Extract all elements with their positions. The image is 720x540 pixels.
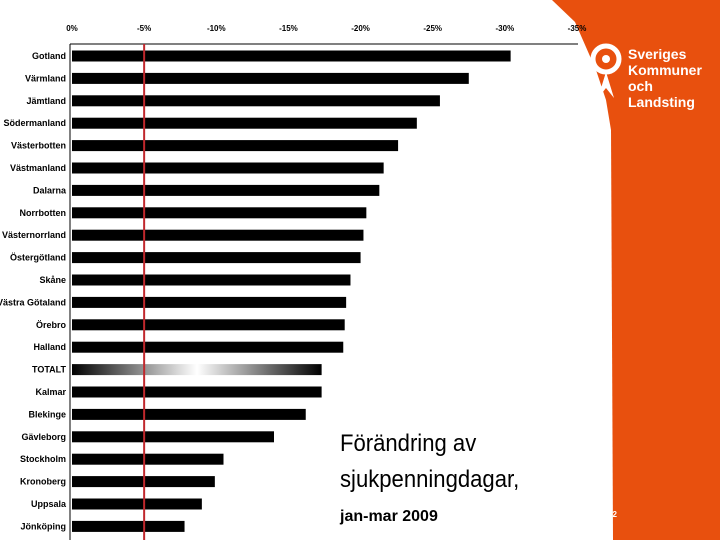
category-label: Blekinge [28,409,66,419]
category-label: Södermanland [3,118,66,128]
x-tick-label: -25% [423,24,442,33]
bar [72,207,367,219]
category-label: Dalarna [33,185,67,195]
category-label: Stockholm [20,454,66,464]
category-label: Skåne [39,275,66,285]
logo-line-2: Kommuner [628,62,702,78]
logo-line-1: Sveriges [628,46,687,62]
bar [72,229,364,241]
bar [72,520,185,532]
category-label: Västerbotten [11,141,66,151]
x-tick-label: -15% [279,24,298,33]
caption-line-2: sjukpenningdagar, [340,466,520,493]
category-label: TOTALT [32,365,66,375]
bar [72,184,380,196]
x-tick-label: -20% [351,24,370,33]
x-tick-label: -10% [207,24,226,33]
bar [72,453,224,465]
bar [72,364,322,376]
category-label: Västernorrland [2,230,66,240]
bar [72,162,384,174]
category-label: Örebro [36,320,67,330]
category-label: Västmanland [10,163,66,173]
bar [72,72,469,84]
bar [72,296,347,308]
bar [72,117,417,129]
bar [72,140,399,152]
category-label: Västra Götaland [0,297,66,307]
logo-icon [590,43,622,98]
category-label: Halland [33,342,66,352]
category-label: Jämtland [26,96,66,106]
bar [72,50,511,62]
category-label: Uppsala [31,499,67,509]
bar [72,95,440,107]
category-label: Kalmar [35,387,66,397]
white-content-panel [0,0,613,540]
category-labels: Gotland Värmland Jämtland Södermanland Väste… [0,51,67,531]
x-tick-label: 0% [66,24,78,33]
bar [72,341,344,353]
page-number: 12 [608,510,617,519]
category-label: Gotland [32,51,66,61]
bar [72,274,351,286]
x-tick-label: -35% [568,24,587,33]
category-label: Kronoberg [20,477,66,487]
bar [72,252,361,264]
category-label: Gävleborg [21,432,66,442]
logo-line-3: och Landsting [628,78,695,110]
category-label: Norrbotten [20,208,67,218]
bars [72,50,511,532]
x-tick-label: -30% [496,24,515,33]
caption-line-3: jan-mar 2009 [340,508,438,525]
category-label: Östergötland [10,253,66,263]
bar [72,319,345,331]
x-tick-label: -5% [137,24,151,33]
category-label: Värmland [25,73,66,83]
bar [72,498,202,510]
category-label: Jönköping [21,521,67,531]
bar [72,408,306,420]
caption-line-1: Förändring av [340,430,477,457]
bar [72,386,322,398]
x-tick-labels: 0% -5% -10% -15% -20% -25% -30% -35% [66,24,586,33]
bar [72,431,274,443]
